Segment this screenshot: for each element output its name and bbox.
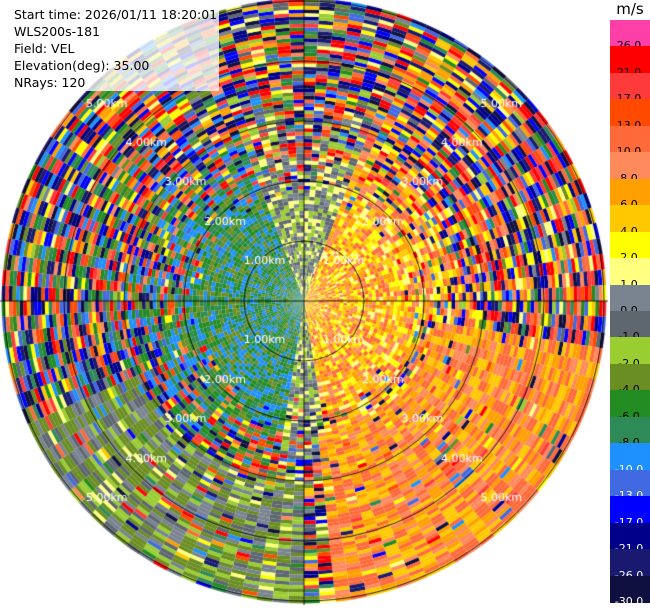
colorbar-tick-label: -21.0 (610, 543, 648, 554)
colorbar-tick-label: 13.0 (610, 120, 648, 131)
scan-info-panel: Start time: 2026/01/11 18:20:01 WLS200s-… (12, 6, 220, 91)
colorbar-cell (610, 20, 650, 47)
colorbar-tick-label: 17.0 (610, 93, 648, 104)
colorbar-tick-label: 26.0 (610, 40, 648, 51)
ppi-velocity-plot (0, 0, 610, 610)
field-label: Field: VEL (14, 41, 75, 56)
colorbar-cell (610, 231, 650, 259)
colorbar-cell (610, 469, 650, 497)
colorbar-cell (610, 443, 650, 471)
colorbar-tick-label: -10.0 (610, 464, 648, 475)
colorbar: m/s 26.0 21.0 17.0 13.0 10.0 8.0 6.0 4.0 2.0 1.0 0… (610, 0, 650, 610)
colorbar-tick-label: -30.0 (614, 595, 644, 608)
colorbar-cell (610, 390, 650, 418)
colorbar-cell (610, 205, 650, 233)
colorbar-tick-label: 10.0 (610, 146, 648, 157)
colorbar-cell (610, 284, 650, 312)
colorbar-tick-label: -6.0 (610, 411, 648, 422)
colorbar-cell (610, 258, 650, 286)
elevation-label: Elevation(deg): 35.00 (14, 58, 150, 73)
colorbar-tick-label: 6.0 (610, 199, 648, 210)
colorbar-cell (610, 152, 650, 180)
colorbar-cell (610, 178, 650, 206)
colorbar-cell (610, 125, 650, 153)
start-time-label: Start time: 2026/01/11 18:20:01 (14, 7, 218, 22)
colorbar-cell (610, 549, 650, 577)
colorbar-tick-label: -26.0 (610, 570, 648, 581)
colorbar-cell (610, 575, 650, 603)
colorbar-cell (610, 46, 650, 74)
colorbar-tick-label: 1.0 (610, 279, 648, 290)
colorbar-tick-label: 4.0 (610, 226, 648, 237)
colorbar-unit-label: m/s (616, 0, 644, 18)
colorbar-tick-label: -13.0 (610, 490, 648, 501)
colorbar-tick-label: 21.0 (610, 67, 648, 78)
nrays-label: NRays: 120 (14, 75, 86, 90)
colorbar-tick-label: 2.0 (610, 252, 648, 263)
colorbar-cell (610, 311, 650, 338)
colorbar-tick-label: -17.0 (610, 517, 648, 528)
colorbar-cell (610, 496, 650, 524)
colorbar-cell (610, 416, 650, 444)
colorbar-cell (610, 363, 650, 391)
colorbar-cell (610, 337, 650, 365)
colorbar-cell (610, 99, 650, 127)
colorbar-cell (610, 522, 650, 550)
colorbar-tick-label: 8.0 (610, 173, 648, 184)
colorbar-tick-label: -1.0 (610, 331, 648, 342)
instrument-label: WLS200s-181 (14, 24, 100, 39)
colorbar-tick-label: -4.0 (610, 384, 648, 395)
colorbar-tick-label: 0.0 (610, 305, 648, 316)
colorbar-cell (610, 72, 650, 100)
colorbar-tick-label: -2.0 (610, 358, 648, 369)
colorbar-tick-label: -8.0 (610, 437, 648, 448)
